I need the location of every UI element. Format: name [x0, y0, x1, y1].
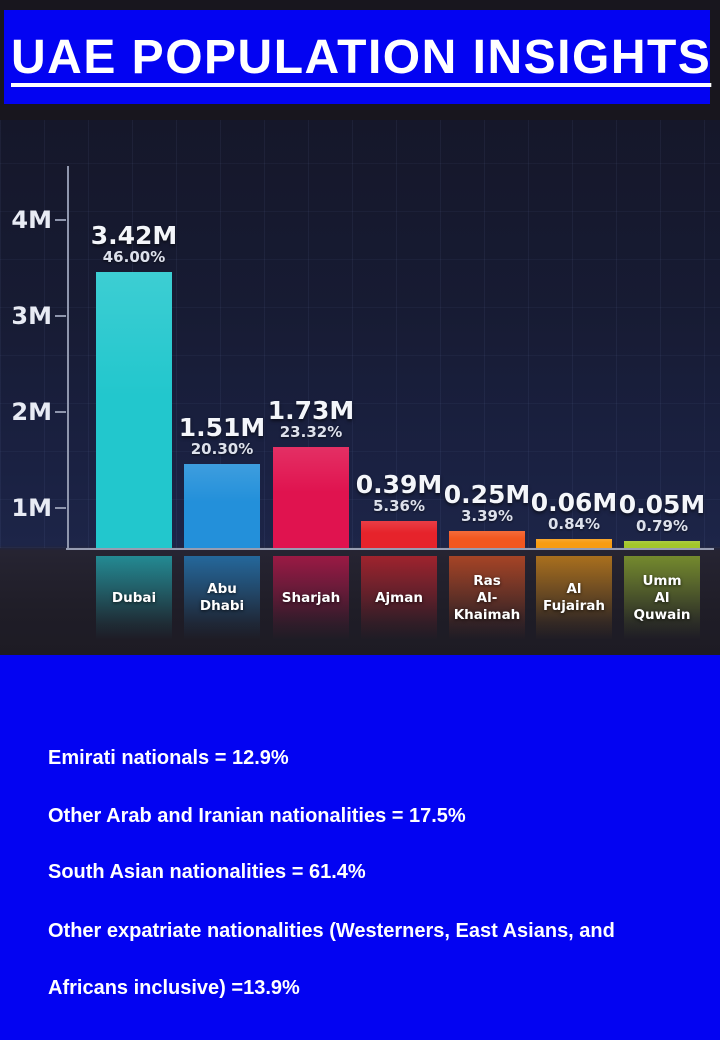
y-tick-label: 4M — [11, 206, 52, 234]
y-tick-label: 1M — [11, 494, 52, 522]
value-label-dubai: 3.42M — [90, 221, 178, 250]
nationality-stat-line: Africans inclusive) =13.9% — [48, 977, 300, 999]
category-label-sharjah: Sharjah — [281, 589, 341, 606]
nationality-stat-line: Other Arab and Iranian nationalities = 1… — [48, 805, 466, 827]
category-label-umm-al-quwain: Umm Al Quwain — [633, 572, 691, 623]
percent-label-umm-al-quwain: 0.79% — [635, 517, 689, 535]
footer-banner: Emirati nationals = 12.9% Other Arab and … — [0, 655, 720, 1040]
nationality-stat-line: Other expatriate nationalities (Westerne… — [48, 920, 615, 942]
value-label-umm-al-quwain: 0.05M — [618, 490, 706, 519]
percent-label-ras-al-khaimah: 3.39% — [460, 507, 514, 525]
bar-umm-al-quwain — [624, 541, 700, 548]
y-tick-mark — [55, 315, 66, 317]
bar-sharjah — [273, 447, 349, 548]
y-tick-mark — [55, 411, 66, 413]
header-banner: UAE POPULATION INSIGHTS — [4, 10, 710, 104]
y-tick-label: 2M — [11, 398, 52, 426]
value-label-sharjah: 1.73M — [267, 396, 355, 425]
category-box-ras-al-khaimah: Ras Al-Khaimah — [449, 556, 525, 640]
category-box-al-fujairah: Al Fujairah — [536, 556, 612, 640]
value-label-ajman: 0.39M — [355, 470, 443, 499]
x-axis-baseline — [66, 548, 714, 550]
category-label-al-fujairah: Al Fujairah — [543, 581, 605, 614]
value-label-al-fujairah: 0.06M — [530, 488, 618, 517]
value-label-ras-al-khaimah: 0.25M — [443, 480, 531, 509]
page-title: UAE POPULATION INSIGHTS — [11, 30, 712, 84]
bar-al-fujairah — [536, 539, 612, 548]
category-box-dubai: Dubai — [96, 556, 172, 640]
y-tick-mark — [55, 219, 66, 221]
bar-ajman — [361, 521, 437, 548]
category-box-abu-dhabi: Abu Dhabi — [184, 556, 260, 640]
category-label-abu-dhabi: Abu Dhabi — [199, 581, 245, 614]
bar-ras-al-khaimah — [449, 531, 525, 548]
value-label-abu-dhabi: 1.51M — [178, 413, 266, 442]
category-label-dubai: Dubai — [111, 589, 157, 606]
category-box-umm-al-quwain: Umm Al Quwain — [624, 556, 700, 640]
bar-abu-dhabi — [184, 464, 260, 548]
percent-label-sharjah: 23.32% — [279, 423, 343, 441]
percent-label-dubai: 46.00% — [102, 248, 166, 266]
y-tick-label: 3M — [11, 302, 52, 330]
y-axis-line — [67, 166, 69, 550]
percent-label-al-fujairah: 0.84% — [547, 515, 601, 533]
population-bar-chart: 4M 3M 2M 1M 3.42M 46.00% Dubai 1.51M 20.30% Abu … — [0, 120, 720, 655]
percent-label-ajman: 5.36% — [372, 497, 426, 515]
category-label-ras-al-khaimah: Ras Al-Khaimah — [453, 572, 521, 623]
category-box-sharjah: Sharjah — [273, 556, 349, 640]
category-box-ajman: Ajman — [361, 556, 437, 640]
nationality-stat-line: South Asian nationalities = 61.4% — [48, 861, 366, 883]
nationality-stat-line: Emirati nationals = 12.9% — [48, 747, 289, 769]
y-tick-mark — [55, 507, 66, 509]
bar-dubai — [96, 272, 172, 548]
category-label-ajman: Ajman — [375, 589, 423, 606]
percent-label-abu-dhabi: 20.30% — [190, 440, 254, 458]
